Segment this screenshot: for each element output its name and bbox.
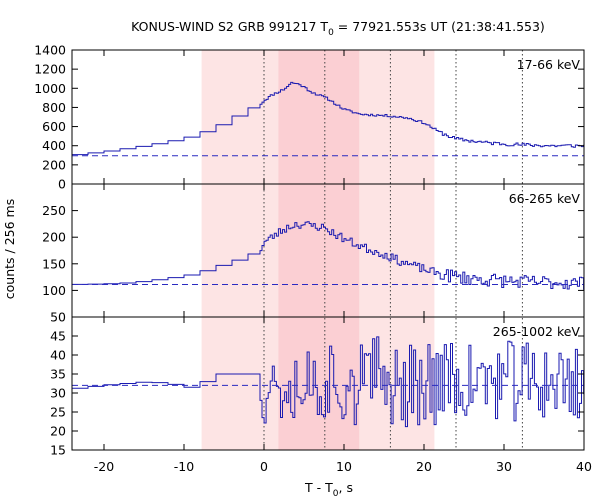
x-tick-label: 20 bbox=[416, 459, 432, 474]
y-tick-label: 400 bbox=[42, 138, 66, 153]
y-tick-label: 100 bbox=[42, 283, 66, 298]
y-tick-label: 800 bbox=[42, 100, 66, 115]
x-tick-label: 10 bbox=[336, 459, 352, 474]
series-line-3 bbox=[72, 336, 585, 428]
y-tick-label: 600 bbox=[42, 119, 66, 134]
y-tick-label: 250 bbox=[42, 203, 66, 218]
y-tick-label: 200 bbox=[42, 157, 66, 172]
y-axis-label: counts / 256 ms bbox=[2, 199, 17, 299]
y-tick-label: 40 bbox=[50, 348, 66, 363]
panel-frame-3 bbox=[71, 316, 585, 451]
y-tick-label: 150 bbox=[42, 256, 66, 271]
x-axis-label: T - T0, s bbox=[304, 480, 353, 499]
energy-band-label: 265-1002 keV bbox=[493, 324, 581, 339]
y-tick-label: 45 bbox=[50, 329, 66, 344]
shaded-interval-dark bbox=[278, 50, 360, 450]
shaded-intervals bbox=[201, 50, 435, 450]
y-tick-label: 1000 bbox=[34, 81, 66, 96]
y-tick-label: 1400 bbox=[34, 43, 66, 58]
y-tick-label: 0 bbox=[58, 177, 66, 192]
x-tick-label: 40 bbox=[576, 459, 592, 474]
x-tick-label: 0 bbox=[260, 459, 268, 474]
y-tick-label: 200 bbox=[42, 230, 66, 245]
y-tick-label: 1200 bbox=[34, 62, 66, 77]
y-tick-label: 15 bbox=[50, 443, 66, 458]
series-line-2 bbox=[72, 221, 585, 290]
data-series bbox=[72, 81, 585, 428]
chart-title: KONUS-WIND S2 GRB 991217 T0 = 77921.553s… bbox=[131, 19, 545, 38]
y-tick-label: 35 bbox=[50, 367, 66, 382]
energy-band-label: 17-66 keV bbox=[517, 57, 581, 72]
y-tick-label: 25 bbox=[50, 405, 66, 420]
x-tick-label: -10 bbox=[174, 459, 194, 474]
x-tick-label: 30 bbox=[496, 459, 512, 474]
x-tick-label: -20 bbox=[94, 459, 114, 474]
y-tick-label: 20 bbox=[50, 424, 66, 439]
energy-band-label: 66-265 keV bbox=[509, 191, 581, 206]
panel-frames bbox=[71, 49, 585, 451]
y-tick-label: 50 bbox=[50, 310, 66, 325]
y-tick-label: 30 bbox=[50, 386, 66, 401]
series-line-1 bbox=[72, 81, 585, 156]
